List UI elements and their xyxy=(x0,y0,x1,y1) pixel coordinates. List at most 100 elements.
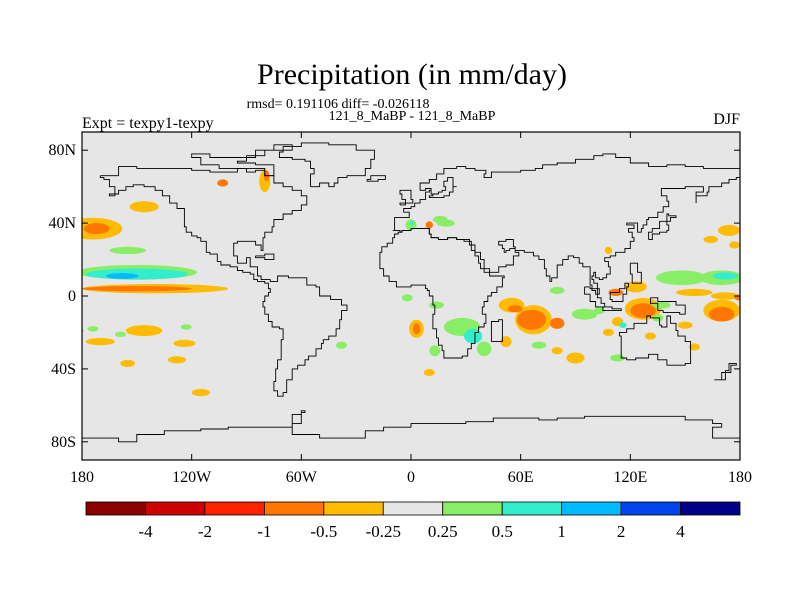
anomaly-region-41 xyxy=(507,305,523,313)
colorbar-label-2: -1 xyxy=(257,522,271,541)
subtitle-stats: rmsd= 0.191106 diff= -0.026118 xyxy=(247,97,430,112)
anomaly-region-1 xyxy=(83,223,110,235)
anomaly-region-69 xyxy=(718,224,740,236)
colorbar-bin-7 xyxy=(501,501,563,516)
colorbar-label-3: -0.5 xyxy=(310,522,337,541)
x-tick-label-3: 0 xyxy=(407,469,415,486)
anomaly-region-31 xyxy=(412,323,421,335)
y-axis-ticks: 80N 40N 0 40S 80S xyxy=(48,142,740,451)
anomaly-region-48 xyxy=(566,352,585,364)
colorbar-label-0: -4 xyxy=(138,522,153,541)
anomaly-region-12 xyxy=(167,356,187,364)
anomaly-region-61 xyxy=(677,321,693,329)
anomaly-regions xyxy=(82,170,740,397)
coastline-11 xyxy=(399,189,414,206)
coastline-7 xyxy=(602,306,622,312)
coastlines xyxy=(82,142,740,443)
x-axis-ticks: 180 120W 60W 0 60E 120E 180 xyxy=(70,132,752,486)
anomaly-region-3 xyxy=(109,246,146,254)
right-label: DJF xyxy=(713,111,740,128)
coastline-6 xyxy=(584,286,606,308)
anomaly-region-25 xyxy=(425,221,433,229)
anomaly-region-29 xyxy=(429,301,444,309)
x-tick-label-1: 120W xyxy=(172,469,212,486)
coastline-17 xyxy=(82,410,740,443)
anomaly-region-67 xyxy=(708,306,735,322)
colorbar-label-4: -0.25 xyxy=(366,522,401,541)
anomaly-region-18 xyxy=(217,179,229,187)
colorbar-label-5: 0.25 xyxy=(428,522,458,541)
anomaly-region-15 xyxy=(114,331,126,337)
coastline-14 xyxy=(191,144,293,177)
anomaly-region-57 xyxy=(619,322,627,328)
colorbar-bin-0 xyxy=(85,501,146,516)
anomaly-region-32 xyxy=(429,345,441,357)
anomaly-region-37 xyxy=(500,336,512,348)
anomaly-region-8 xyxy=(82,286,192,292)
x-tick-label-2: 60W xyxy=(286,469,318,486)
anomaly-region-35 xyxy=(464,328,483,344)
coastline-5 xyxy=(618,315,692,366)
anomaly-region-2 xyxy=(129,201,159,213)
colorbar-bin-4 xyxy=(323,501,384,516)
anomaly-region-55 xyxy=(630,303,656,318)
anomaly-region-10 xyxy=(85,338,115,346)
colorbar-bin-10 xyxy=(680,501,741,516)
anomaly-region-9 xyxy=(125,325,163,337)
y-tick-label-2: 0 xyxy=(68,288,76,305)
coastline-15 xyxy=(255,253,275,261)
x-tick-label-4: 60E xyxy=(508,469,534,486)
anomaly-region-44 xyxy=(531,341,547,349)
colorbar-bin-5 xyxy=(382,501,444,516)
anomaly-region-63 xyxy=(676,288,713,296)
anomaly-region-50 xyxy=(602,328,614,336)
anomaly-region-5 xyxy=(85,268,188,280)
coastline-16 xyxy=(629,262,642,284)
colorbar-label-6: 0.5 xyxy=(492,522,513,541)
anomaly-region-16 xyxy=(87,326,99,332)
coastline-2 xyxy=(392,153,740,295)
anomaly-region-62 xyxy=(655,270,708,286)
coastline-9 xyxy=(649,297,686,315)
subtitle-cases: 121_8_MaBP - 121_8_MaBP xyxy=(329,109,496,124)
colorbar-label-7: 1 xyxy=(557,522,566,541)
anomaly-region-22 xyxy=(191,389,210,397)
anomaly-region-68 xyxy=(710,292,740,300)
anomaly-region-42 xyxy=(549,317,565,329)
colorbar-bin-9 xyxy=(620,501,681,516)
colorbar-bin-1 xyxy=(145,501,206,516)
coastline-3 xyxy=(379,228,505,359)
anomaly-region-6 xyxy=(105,273,139,279)
y-tick-label-3: 40S xyxy=(51,361,76,378)
anomaly-region-52 xyxy=(604,246,613,254)
colorbar-bin-8 xyxy=(561,501,622,516)
coastline-0 xyxy=(99,166,348,397)
coastline-1 xyxy=(278,142,375,188)
anomaly-region-70 xyxy=(729,241,740,249)
anomaly-region-59 xyxy=(644,332,656,340)
anomaly-region-27 xyxy=(436,219,455,227)
y-tick-label-0: 80N xyxy=(48,142,76,159)
anomaly-region-19 xyxy=(336,341,347,349)
anomaly-region-11 xyxy=(173,339,196,347)
colorbar-bin-3 xyxy=(263,501,325,516)
x-tick-label-6: 180 xyxy=(728,469,752,486)
anomaly-region-14 xyxy=(180,324,192,330)
anomaly-region-13 xyxy=(120,359,135,367)
anomaly-region-45 xyxy=(551,347,563,355)
colorbar-bin-6 xyxy=(442,501,503,516)
anomaly-region-53 xyxy=(624,281,647,293)
anomaly-region-24 xyxy=(409,220,415,226)
anomaly-region-40 xyxy=(517,309,547,330)
y-tick-label-1: 40N xyxy=(48,215,76,232)
colorbar-label-1: -2 xyxy=(198,522,212,541)
colorbar-label-9: 4 xyxy=(676,522,685,541)
anomaly-region-47 xyxy=(593,307,605,315)
coastline-8 xyxy=(609,282,629,302)
anomaly-region-36 xyxy=(476,341,492,357)
anomaly-region-46 xyxy=(571,308,598,320)
x-tick-label-5: 120E xyxy=(613,469,647,486)
coastline-10 xyxy=(648,213,677,240)
chart-title: Precipitation (in mm/day) xyxy=(257,58,567,91)
